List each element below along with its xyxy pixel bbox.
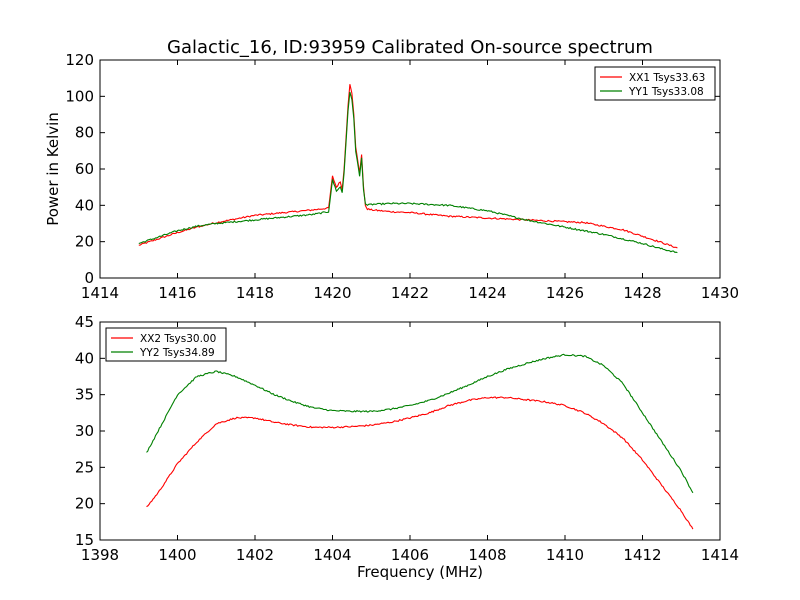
x-axis-label: Frequency (MHz) bbox=[357, 563, 483, 581]
x-tick-label: 1430 bbox=[701, 284, 739, 302]
x-tick-label: 1408 bbox=[468, 546, 506, 564]
figure-title: Galactic_16, ID:93959 Calibrated On-sour… bbox=[167, 37, 653, 58]
x-tick-label: 1418 bbox=[236, 284, 274, 302]
y-tick-label: 40 bbox=[75, 196, 94, 214]
y-tick-label: 0 bbox=[84, 269, 94, 287]
x-tick-label: 1424 bbox=[468, 284, 506, 302]
y-tick-label: 120 bbox=[65, 51, 94, 69]
legend-label: YY2 Tsys34.89 bbox=[139, 347, 215, 359]
x-tick-label: 1416 bbox=[158, 284, 196, 302]
y-tick-label: 20 bbox=[75, 495, 94, 513]
bottom-spectrum-plot: 1398 1400 1402 1404 1406 1408 1410 1412 1414 15 20… bbox=[75, 313, 739, 581]
series-line-1 bbox=[146, 396, 694, 530]
y-tick-label: 35 bbox=[75, 386, 94, 404]
x-tick-label: 1402 bbox=[236, 546, 274, 564]
x-tick-label: 1410 bbox=[546, 546, 584, 564]
legend-label: XX1 Tsys33.63 bbox=[629, 72, 705, 84]
y-tick-label: 100 bbox=[65, 87, 94, 105]
x-tick-label: 1404 bbox=[313, 546, 351, 564]
x-tick-label: 1420 bbox=[313, 284, 351, 302]
y-tick-label: 80 bbox=[75, 124, 94, 142]
y-tick-label: 20 bbox=[75, 233, 94, 251]
y-tick-label: 15 bbox=[75, 531, 94, 549]
legend-label: YY1 Tsys33.08 bbox=[628, 86, 704, 98]
legend-box bbox=[594, 66, 716, 101]
y-tick-label: 30 bbox=[75, 422, 94, 440]
x-tick-label: 1414 bbox=[701, 546, 739, 564]
x-tick-label: 1400 bbox=[158, 546, 196, 564]
series-line-2 bbox=[146, 353, 694, 494]
legend-label: XX2 Tsys30.00 bbox=[140, 333, 216, 345]
y-tick-label: 45 bbox=[75, 313, 94, 331]
x-tick-label: 1426 bbox=[546, 284, 584, 302]
y-axis-label: Power in Kelvin bbox=[44, 112, 62, 226]
x-tick-label: 1428 bbox=[623, 284, 661, 302]
y-tick-label: 60 bbox=[75, 160, 94, 178]
top-spectrum-plot: 1414 1416 1418 1420 1422 1424 1426 1428 1430 0 20 4… bbox=[44, 51, 739, 302]
legend-box bbox=[105, 327, 227, 362]
x-tick-label: 1398 bbox=[81, 546, 119, 564]
x-tick-label: 1414 bbox=[81, 284, 119, 302]
x-tick-label: 1412 bbox=[623, 546, 661, 564]
series-line-2 bbox=[138, 91, 678, 254]
series-line-1 bbox=[138, 84, 678, 249]
x-tick-label: 1422 bbox=[391, 284, 429, 302]
x-tick-label: 1406 bbox=[391, 546, 429, 564]
y-tick-label: 40 bbox=[75, 349, 94, 367]
y-tick-label: 25 bbox=[75, 458, 94, 476]
